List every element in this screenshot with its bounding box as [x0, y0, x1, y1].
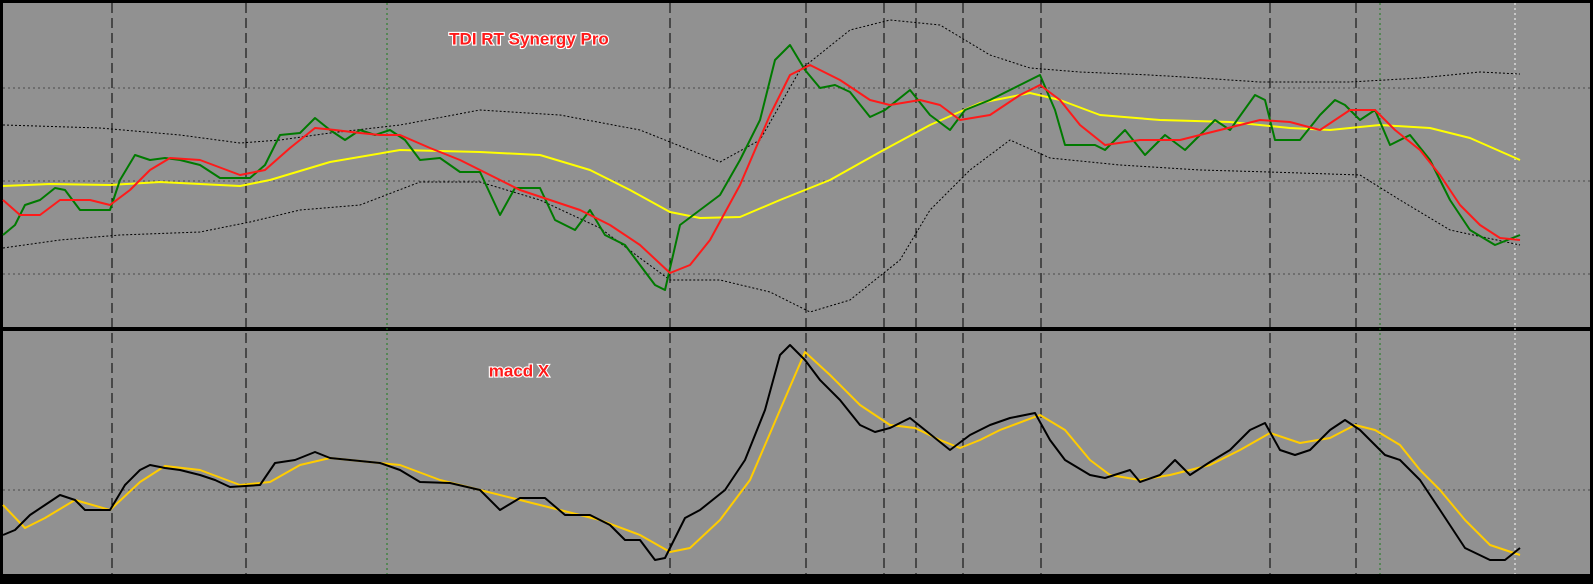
- grid: [3, 3, 1590, 574]
- upper-band: [2, 19, 1521, 163]
- trade-signal-line: [2, 64, 1521, 274]
- macd-main-line: [2, 344, 1521, 561]
- rsi-price-line: [2, 44, 1521, 291]
- macd-lines: [2, 344, 1521, 561]
- separators: [111, 3, 1516, 574]
- macd-panel: [3, 331, 1590, 574]
- panel-title: TDI RT Synergy Pro: [449, 29, 609, 48]
- tdi-panel: [3, 3, 1590, 327]
- tdi-lines: [2, 19, 1521, 313]
- market-base-line: [2, 92, 1521, 219]
- panel-title: macd X: [489, 361, 550, 380]
- macd-signal-line: [2, 351, 1521, 556]
